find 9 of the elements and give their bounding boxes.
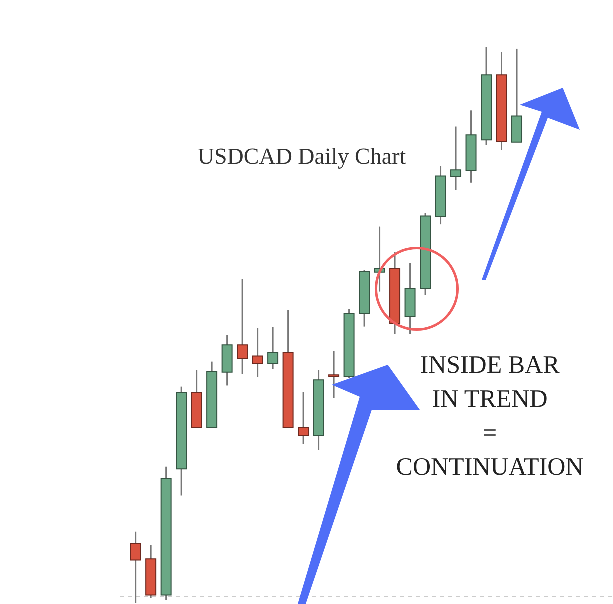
- candlestick: [450, 126, 462, 191]
- candlestick: [298, 392, 310, 445]
- candlestick: [130, 531, 142, 604]
- candlestick: [237, 278, 248, 375]
- candlestick: [252, 328, 264, 378]
- candlestick: [328, 350, 340, 400]
- annotation: INSIDE BAR IN TREND = CONTINUATION: [396, 352, 584, 481]
- candlestick: [268, 326, 279, 370]
- text: USDCAD Daily Chart: [198, 144, 407, 169]
